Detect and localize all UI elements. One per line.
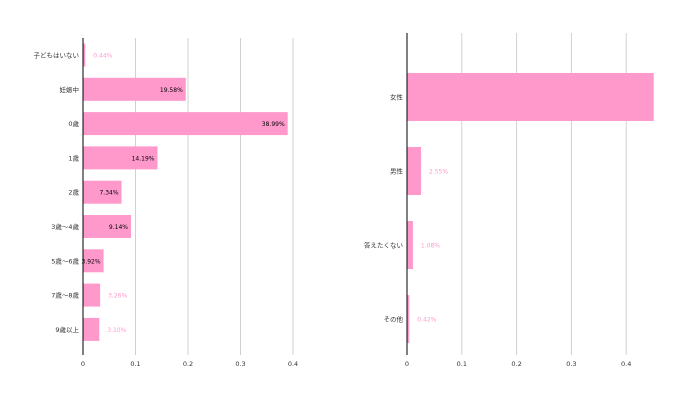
bar: [407, 221, 413, 269]
category-label: 1歳: [68, 153, 79, 162]
bar: [83, 215, 131, 238]
category-label: 子どもはいない: [34, 52, 80, 60]
x-tick-label: 0.1: [130, 360, 140, 368]
data-label: 7.34%: [99, 190, 118, 197]
bar: [83, 112, 288, 136]
x-tick-label: 0.2: [511, 360, 521, 368]
bar: [83, 180, 122, 204]
data-label: 0.44%: [93, 53, 112, 60]
category-label: 7歳〜8歳: [51, 291, 79, 300]
category-label: 5歳〜6歳: [51, 256, 79, 265]
bar: [83, 249, 104, 273]
data-label: 0.42%: [417, 317, 436, 324]
x-tick-label: 0.4: [621, 360, 631, 368]
data-label: 9.14%: [109, 224, 128, 231]
category-label: 男性: [390, 167, 404, 176]
data-label: 3.26%: [108, 293, 127, 300]
bar: [83, 146, 158, 170]
category-label: 9歳以上: [55, 325, 79, 334]
category-label: 3歳〜4歳: [51, 222, 79, 231]
data-label: 19.58%: [160, 87, 183, 94]
bar: [83, 77, 186, 101]
bar: [407, 295, 410, 343]
category-label: 答えたくない: [364, 241, 403, 250]
x-tick-label: 0: [81, 360, 85, 368]
x-tick-label: 0.1: [457, 360, 467, 368]
category-label: 妊娠中: [60, 85, 80, 94]
category-label: 0歳: [68, 119, 79, 128]
x-tick-label: 0.4: [288, 360, 298, 368]
data-label: 14.19%: [132, 155, 155, 162]
data-label: 1.08%: [421, 243, 440, 250]
category-label: その他: [384, 315, 404, 324]
category-label: 女性: [390, 93, 404, 102]
data-label: 3.92%: [82, 258, 101, 265]
x-tick-label: 0.3: [235, 360, 245, 368]
bar: [407, 73, 654, 121]
data-label: 2.55%: [429, 169, 448, 176]
data-label: 38.99%: [262, 121, 285, 128]
category-label: 2歳: [68, 188, 79, 197]
bar: [407, 147, 421, 195]
bar: [83, 283, 101, 307]
bar: [83, 317, 100, 341]
data-label: 3.10%: [107, 327, 126, 334]
x-tick-label: 0: [405, 360, 409, 368]
x-tick-label: 0.3: [566, 360, 576, 368]
x-tick-label: 0.2: [183, 360, 193, 368]
bar: [83, 43, 86, 67]
